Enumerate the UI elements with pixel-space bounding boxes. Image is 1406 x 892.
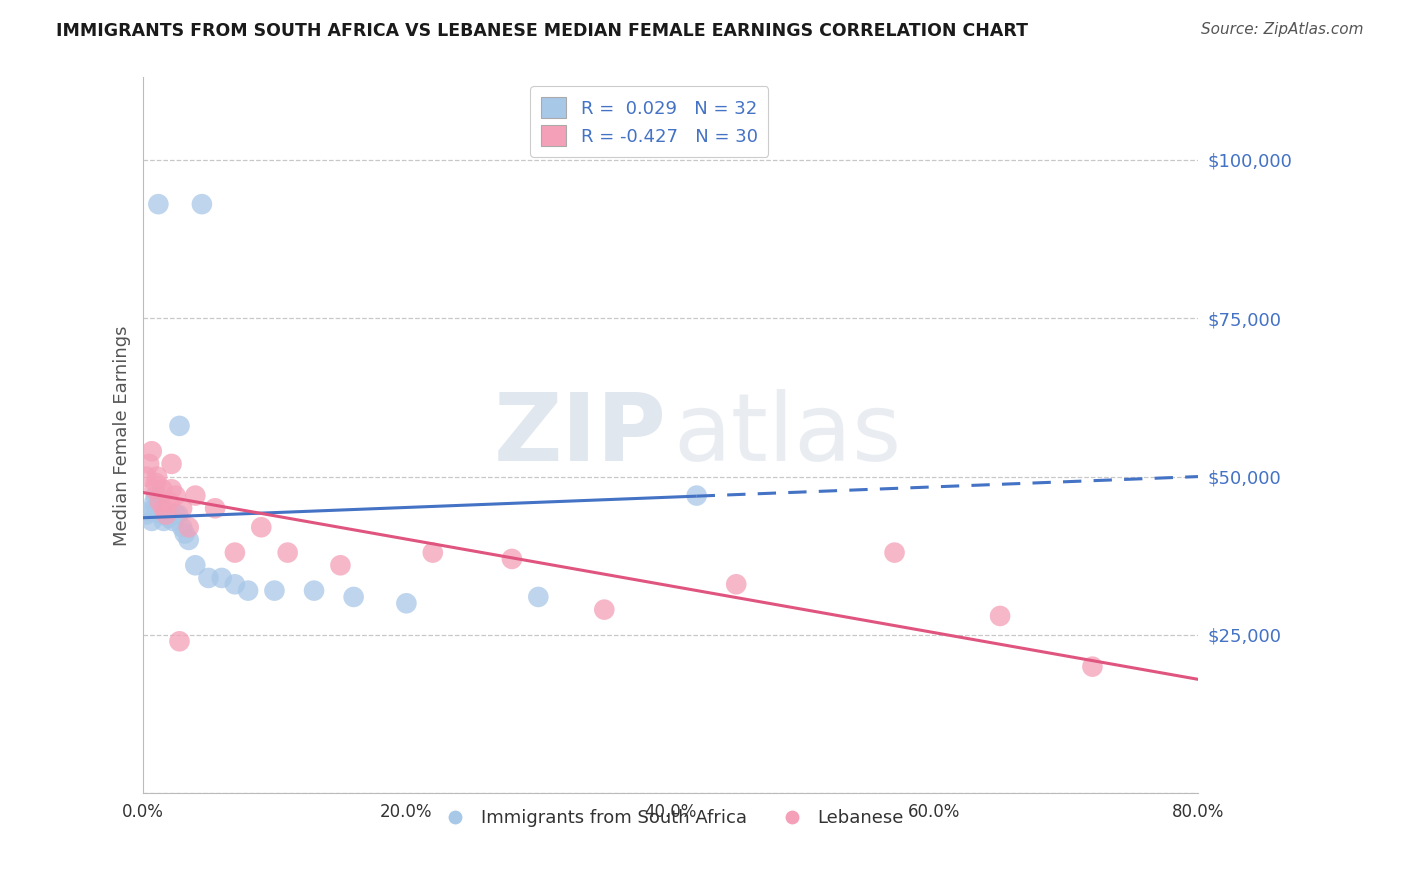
Point (145, 489, 167, 503)
Point (172, 501, 194, 516)
Point (184, 558, 207, 573)
Point (152, 514, 174, 528)
Point (883, 546, 905, 560)
Point (146, 469, 169, 483)
Point (593, 602, 616, 616)
Point (165, 489, 187, 503)
Point (143, 495, 166, 509)
Point (146, 501, 169, 516)
Point (157, 510, 180, 524)
Point (145, 475, 167, 490)
Point (422, 546, 444, 560)
Point (169, 634, 191, 648)
Point (155, 508, 177, 522)
Point (172, 520, 194, 534)
Point (302, 583, 325, 598)
Point (157, 495, 180, 509)
Point (165, 508, 187, 522)
Point (160, 457, 183, 471)
Point (263, 583, 285, 598)
Text: IMMIGRANTS FROM SOUTH AFRICA VS LEBANESE MEDIAN FEMALE EARNINGS CORRELATION CHAR: IMMIGRANTS FROM SOUTH AFRICA VS LEBANESE… (56, 22, 1028, 40)
Point (725, 577, 748, 591)
Point (224, 546, 246, 560)
Point (395, 596, 418, 610)
Point (236, 583, 259, 598)
Point (138, 504, 160, 518)
Point (250, 520, 273, 534)
Point (197, 571, 219, 585)
Point (141, 514, 163, 528)
Point (143, 482, 166, 496)
Point (191, 197, 214, 211)
Text: Source: ZipAtlas.com: Source: ZipAtlas.com (1201, 22, 1364, 37)
Point (1081, 659, 1104, 673)
Point (167, 508, 190, 522)
Point (135, 508, 157, 522)
Point (169, 418, 191, 433)
Point (988, 609, 1011, 624)
Point (224, 577, 246, 591)
Point (159, 508, 181, 522)
Point (204, 501, 226, 516)
Point (162, 514, 184, 528)
Point (150, 482, 173, 496)
Point (149, 498, 172, 512)
Point (155, 508, 177, 522)
Point (527, 590, 550, 604)
Point (148, 197, 170, 211)
Point (138, 457, 160, 471)
Point (329, 558, 352, 573)
Point (685, 489, 707, 503)
Text: ZIP: ZIP (495, 390, 666, 482)
Point (177, 520, 200, 534)
Point (150, 508, 173, 522)
Point (211, 571, 233, 585)
Legend: Immigrants from South Africa, Lebanese: Immigrants from South Africa, Lebanese (430, 802, 911, 834)
Point (135, 469, 157, 483)
Text: atlas: atlas (673, 390, 901, 482)
Point (141, 444, 163, 458)
Point (501, 552, 523, 566)
Point (149, 495, 172, 509)
Y-axis label: Median Female Earnings: Median Female Earnings (114, 326, 131, 546)
Point (184, 489, 207, 503)
Point (160, 482, 183, 496)
Point (173, 526, 195, 541)
Point (152, 501, 174, 516)
Point (343, 590, 366, 604)
Point (277, 546, 299, 560)
Point (177, 533, 200, 547)
